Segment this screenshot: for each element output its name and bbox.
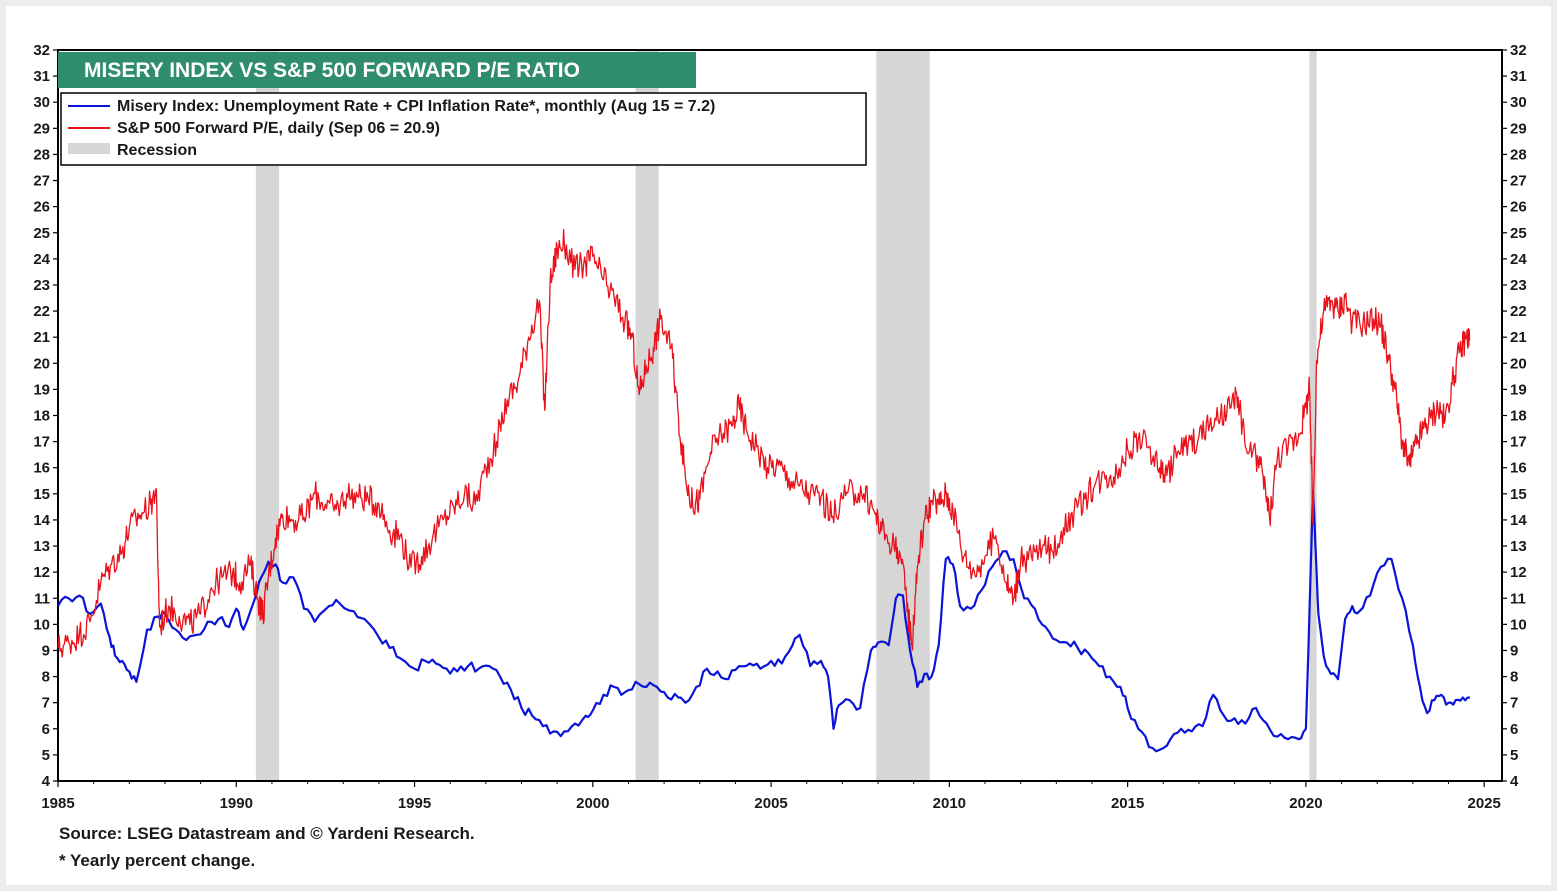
footnote-yearly-change: * Yearly percent change. xyxy=(59,851,255,870)
y-tick-label-right: 19 xyxy=(1510,381,1527,398)
recession-band-2 xyxy=(876,50,930,781)
y-tick-label-right: 12 xyxy=(1510,564,1527,581)
y-tick-label-right: 8 xyxy=(1510,669,1518,686)
recession-band-1 xyxy=(635,50,659,781)
y-tick-label-left: 24 xyxy=(33,251,50,268)
y-tick-label-right: 4 xyxy=(1510,773,1519,790)
y-tick-label-left: 29 xyxy=(33,120,50,137)
y-tick-label-left: 13 xyxy=(33,538,50,555)
y-tick-label-right: 22 xyxy=(1510,303,1527,320)
y-tick-label-left: 4 xyxy=(42,773,51,790)
recession-band-3 xyxy=(1309,50,1317,781)
x-tick-label: 2015 xyxy=(1111,795,1144,812)
y-tick-label-right: 29 xyxy=(1510,120,1527,137)
y-tick-label-right: 10 xyxy=(1510,616,1527,633)
y-tick-label-right: 6 xyxy=(1510,721,1518,738)
x-tick-label: 1985 xyxy=(41,795,74,812)
x-tick-label: 2020 xyxy=(1289,795,1322,812)
y-tick-label-left: 11 xyxy=(34,590,50,607)
y-tick-label-left: 10 xyxy=(33,616,50,633)
y-tick-label-left: 32 xyxy=(33,42,50,59)
y-tick-label-right: 28 xyxy=(1510,146,1527,163)
y-tick-label-left: 19 xyxy=(33,381,50,398)
y-tick-label-right: 17 xyxy=(1510,434,1527,451)
y-tick-label-left: 18 xyxy=(33,408,50,425)
x-tick-label: 1990 xyxy=(220,795,253,812)
chart: 4 4 5 5 6 6 7 7 8 8 9 9 10 10 11 11 12 12 13 13 14 14 15 15 16 16… xyxy=(33,42,1527,870)
source-note: Source: LSEG Datastream and © Yardeni Re… xyxy=(59,824,475,843)
y-tick-label-left: 14 xyxy=(33,512,50,529)
series-line-misery-index xyxy=(57,490,1470,753)
x-tick-label: 2005 xyxy=(754,795,787,812)
chart-title-banner: MISERY INDEX VS S&P 500 FORWARD P/E RATI… xyxy=(58,52,696,88)
y-tick-label-left: 8 xyxy=(42,669,50,686)
title-background xyxy=(58,52,696,88)
y-tick-label-right: 30 xyxy=(1510,94,1527,111)
y-tick-label-right: 24 xyxy=(1510,251,1527,268)
y-tick-label-left: 30 xyxy=(33,94,50,111)
y-tick-label-right: 11 xyxy=(1510,590,1526,607)
legend-box xyxy=(60,92,867,166)
chart-legend: Misery Index: Unemployment Rate + CPI In… xyxy=(60,92,867,166)
legend-label-misery-index: Misery Index: Unemployment Rate + CPI In… xyxy=(117,98,715,115)
y-tick-label-right: 16 xyxy=(1510,460,1527,477)
x-tick-label: 1995 xyxy=(398,795,431,812)
y-tick-label-left: 26 xyxy=(33,199,50,216)
y-tick-label-left: 7 xyxy=(42,695,50,712)
y-tick-label-right: 7 xyxy=(1510,695,1518,712)
y-tick-label-left: 16 xyxy=(33,460,50,477)
x-tick-label: 2010 xyxy=(933,795,966,812)
y-tick-label-right: 15 xyxy=(1510,486,1527,503)
y-tick-label-left: 12 xyxy=(33,564,50,581)
y-tick-label-left: 28 xyxy=(33,146,50,163)
y-tick-label-right: 26 xyxy=(1510,199,1527,216)
chart-card: 4 4 5 5 6 6 7 7 8 8 9 9 10 10 11 11 12 12 13 13 14 14 15 15 16 16… xyxy=(6,6,1551,885)
x-tick-label: 2000 xyxy=(576,795,609,812)
y-tick-label-right: 23 xyxy=(1510,277,1527,294)
y-tick-label-right: 5 xyxy=(1510,747,1518,764)
y-tick-label-right: 31 xyxy=(1510,68,1527,85)
y-tick-label-left: 21 xyxy=(33,329,50,346)
y-tick-label-left: 23 xyxy=(33,277,50,294)
chart-axes: 4 4 5 5 6 6 7 7 8 8 9 9 10 10 11 11 12 12 13 13 14 14 15 15 16 16… xyxy=(33,42,1527,812)
y-tick-label-left: 22 xyxy=(33,303,50,320)
y-tick-label-right: 20 xyxy=(1510,355,1527,372)
y-tick-label-right: 25 xyxy=(1510,225,1527,242)
y-tick-label-right: 32 xyxy=(1510,42,1527,59)
series-line-forward-pe xyxy=(57,228,1471,658)
y-tick-label-right: 13 xyxy=(1510,538,1527,555)
y-tick-label-left: 31 xyxy=(33,68,50,85)
y-tick-label-right: 21 xyxy=(1510,329,1527,346)
legend-label-recession: Recession xyxy=(117,142,197,159)
y-tick-label-right: 27 xyxy=(1510,173,1527,190)
legend-swatch-recession xyxy=(68,143,110,154)
y-tick-label-right: 9 xyxy=(1510,642,1518,659)
legend-label-forward-pe: S&P 500 Forward P/E, daily (Sep 06 = 20.… xyxy=(117,120,440,137)
y-tick-label-left: 6 xyxy=(42,721,50,738)
y-tick-label-left: 9 xyxy=(42,642,50,659)
y-tick-label-right: 14 xyxy=(1510,512,1527,529)
y-tick-label-left: 20 xyxy=(33,355,50,372)
y-tick-label-left: 5 xyxy=(42,747,50,764)
chart-series xyxy=(57,228,1471,753)
x-tick-label: 2025 xyxy=(1467,795,1500,812)
chart-title: MISERY INDEX VS S&P 500 FORWARD P/E RATI… xyxy=(84,59,580,82)
y-tick-label-left: 15 xyxy=(33,486,50,503)
y-tick-label-left: 27 xyxy=(33,173,50,190)
y-tick-label-right: 18 xyxy=(1510,408,1527,425)
y-tick-label-left: 17 xyxy=(33,434,50,451)
y-tick-label-left: 25 xyxy=(33,225,50,242)
